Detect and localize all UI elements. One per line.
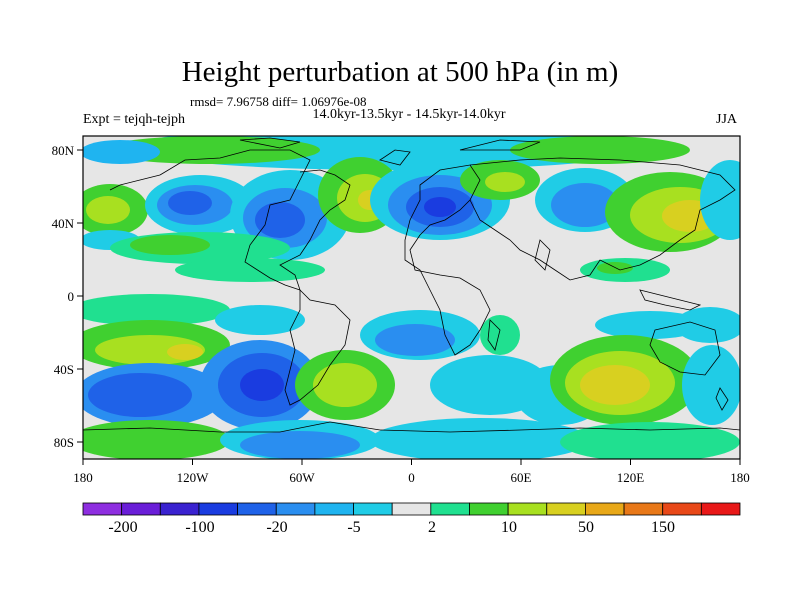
x-tick-label: 60E xyxy=(511,470,532,485)
colorbar xyxy=(82,502,741,516)
y-tick-label: 40N xyxy=(52,216,75,231)
season-label: JJA xyxy=(716,112,738,127)
plot-title: Height perturbation at 500 hPa (in m) xyxy=(181,56,619,88)
colorbar-swatch xyxy=(237,502,277,516)
colorbar-swatch xyxy=(662,502,702,516)
colorbar-labels: -200 -100 -20 -5 2 10 50 150 xyxy=(108,519,675,536)
colorbar-swatch xyxy=(391,502,432,516)
experiment-label: Expt = tejqh-tejph xyxy=(83,112,185,127)
period-label: 14.0kyr-13.5kyr - 14.5kyr-14.0kyr xyxy=(312,107,506,122)
colorbar-swatch xyxy=(623,502,664,516)
colorbar-label: -200 xyxy=(108,519,137,536)
colorbar-label: -5 xyxy=(347,519,360,536)
colorbar-swatch xyxy=(585,502,625,516)
colorbar-label: 2 xyxy=(428,519,436,536)
colorbar-swatch xyxy=(353,502,393,516)
colorbar-label: 10 xyxy=(501,519,517,536)
stats-label: rmsd= 7.96758 diff= 1.06976e-08 xyxy=(190,94,367,109)
x-tick-label: 180 xyxy=(730,470,750,485)
x-tick-label: 120E xyxy=(617,470,645,485)
x-tick-label: 0 xyxy=(408,470,415,485)
colorbar-label: 50 xyxy=(578,519,594,536)
y-tick-label: 80S xyxy=(54,435,74,450)
y-tick-labels: 80N 40N 0 40S 80S xyxy=(52,143,75,450)
y-tick-label: 40S xyxy=(54,362,74,377)
colorbar-swatch xyxy=(469,502,509,516)
x-tick-labels: 180 120W 60W 0 60E 120E 180 xyxy=(73,470,750,485)
colorbar-swatch xyxy=(314,502,354,516)
colorbar-swatch xyxy=(159,502,200,516)
axis-ticks xyxy=(77,149,741,465)
contour-field xyxy=(83,136,740,459)
colorbar-label: 150 xyxy=(651,519,675,536)
y-tick-label: 0 xyxy=(68,289,75,304)
coastlines xyxy=(83,137,740,433)
x-tick-label: 120W xyxy=(177,470,210,485)
colorbar-swatch xyxy=(700,502,741,516)
colorbar-label: -20 xyxy=(266,519,287,536)
y-tick-label: 80N xyxy=(52,143,75,158)
x-tick-label: 180 xyxy=(73,470,93,485)
colorbar-swatch xyxy=(430,502,470,516)
colorbar-label: -100 xyxy=(185,519,214,536)
x-tick-label: 60W xyxy=(289,470,315,485)
colorbar-swatch xyxy=(507,502,548,516)
colorbar-swatch xyxy=(82,502,123,516)
colorbar-swatch xyxy=(198,502,238,516)
colorbar-swatch xyxy=(275,502,316,516)
colorbar-swatch xyxy=(121,502,161,516)
colorbar-swatch xyxy=(546,502,586,516)
